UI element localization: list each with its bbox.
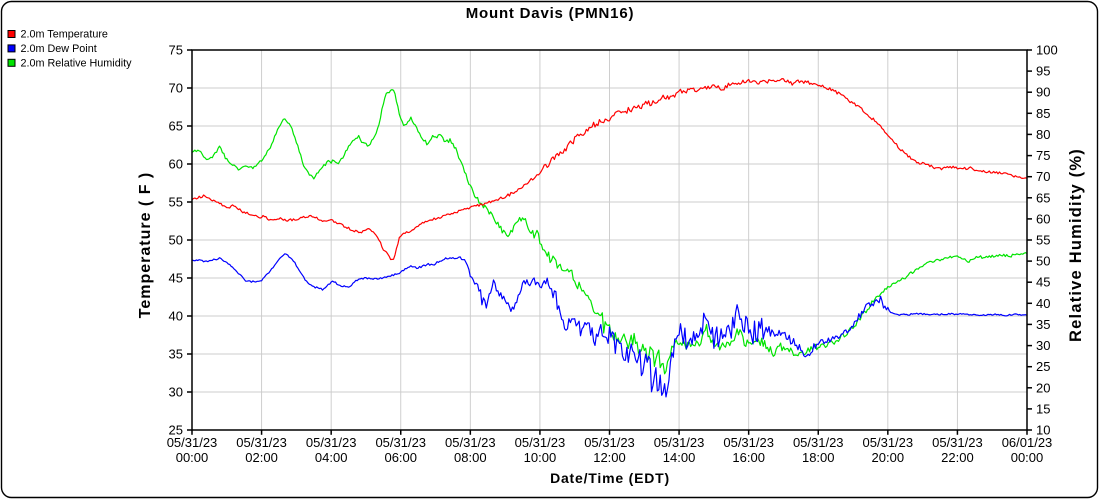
svg-text:06:00: 06:00	[384, 450, 417, 465]
svg-text:05/31/23: 05/31/23	[236, 435, 287, 450]
svg-text:Date/Time (EDT): Date/Time (EDT)	[550, 470, 670, 486]
svg-text:14:00: 14:00	[663, 450, 696, 465]
svg-text:05/31/23: 05/31/23	[584, 435, 635, 450]
svg-text:Mount Davis (PMN16): Mount Davis (PMN16)	[466, 5, 635, 22]
svg-text:00:00: 00:00	[176, 450, 209, 465]
svg-text:05/31/23: 05/31/23	[932, 435, 983, 450]
svg-text:06/01/23: 06/01/23	[1002, 435, 1053, 450]
svg-text:50: 50	[1036, 254, 1050, 269]
svg-text:10:00: 10:00	[524, 450, 557, 465]
svg-text:60: 60	[169, 157, 183, 172]
svg-text:05/31/23: 05/31/23	[515, 435, 566, 450]
svg-text:40: 40	[169, 309, 183, 324]
svg-text:45: 45	[1036, 275, 1050, 290]
svg-text:75: 75	[1036, 148, 1050, 163]
svg-text:20:00: 20:00	[872, 450, 905, 465]
svg-text:Relative Humidity (%): Relative Humidity (%)	[1067, 148, 1085, 342]
svg-text:05/31/23: 05/31/23	[375, 435, 426, 450]
svg-text:50: 50	[169, 233, 183, 248]
svg-text:65: 65	[1036, 190, 1050, 205]
svg-text:30: 30	[169, 385, 183, 400]
svg-text:2.0m Dew Point: 2.0m Dew Point	[21, 43, 97, 55]
svg-text:2.0m Relative Humidity: 2.0m Relative Humidity	[21, 58, 133, 70]
svg-text:55: 55	[169, 195, 183, 210]
svg-text:15: 15	[1036, 401, 1050, 416]
svg-text:80: 80	[1036, 127, 1050, 142]
svg-text:05/31/23: 05/31/23	[306, 435, 357, 450]
svg-text:45: 45	[169, 271, 183, 286]
svg-text:2.0m Temperature: 2.0m Temperature	[21, 29, 108, 41]
svg-text:70: 70	[169, 81, 183, 96]
svg-text:04:00: 04:00	[315, 450, 348, 465]
svg-text:02:00: 02:00	[245, 450, 278, 465]
svg-text:10: 10	[1036, 423, 1050, 438]
svg-text:25: 25	[169, 423, 183, 438]
svg-text:95: 95	[1036, 64, 1050, 79]
svg-text:60: 60	[1036, 211, 1050, 226]
svg-text:65: 65	[169, 119, 183, 134]
svg-text:18:00: 18:00	[802, 450, 835, 465]
svg-text:22:00: 22:00	[941, 450, 974, 465]
svg-text:20: 20	[1036, 380, 1050, 395]
svg-text:100: 100	[1036, 43, 1058, 58]
svg-text:90: 90	[1036, 85, 1050, 100]
svg-text:55: 55	[1036, 233, 1050, 248]
svg-text:05/31/23: 05/31/23	[654, 435, 705, 450]
svg-text:08:00: 08:00	[454, 450, 487, 465]
svg-text:30: 30	[1036, 338, 1050, 353]
svg-text:16:00: 16:00	[732, 450, 765, 465]
svg-text:40: 40	[1036, 296, 1050, 311]
svg-text:70: 70	[1036, 169, 1050, 184]
svg-text:00:00: 00:00	[1011, 450, 1044, 465]
svg-text:05/31/23: 05/31/23	[445, 435, 496, 450]
svg-text:85: 85	[1036, 106, 1050, 121]
svg-text:Temperature ( F ): Temperature ( F )	[137, 172, 154, 319]
svg-text:05/31/23: 05/31/23	[863, 435, 914, 450]
svg-text:35: 35	[169, 347, 183, 362]
svg-text:25: 25	[1036, 359, 1050, 374]
svg-text:05/31/23: 05/31/23	[723, 435, 774, 450]
svg-text:75: 75	[169, 43, 183, 58]
svg-text:35: 35	[1036, 317, 1050, 332]
svg-text:05/31/23: 05/31/23	[793, 435, 844, 450]
svg-text:05/31/23: 05/31/23	[167, 435, 218, 450]
svg-text:12:00: 12:00	[593, 450, 626, 465]
